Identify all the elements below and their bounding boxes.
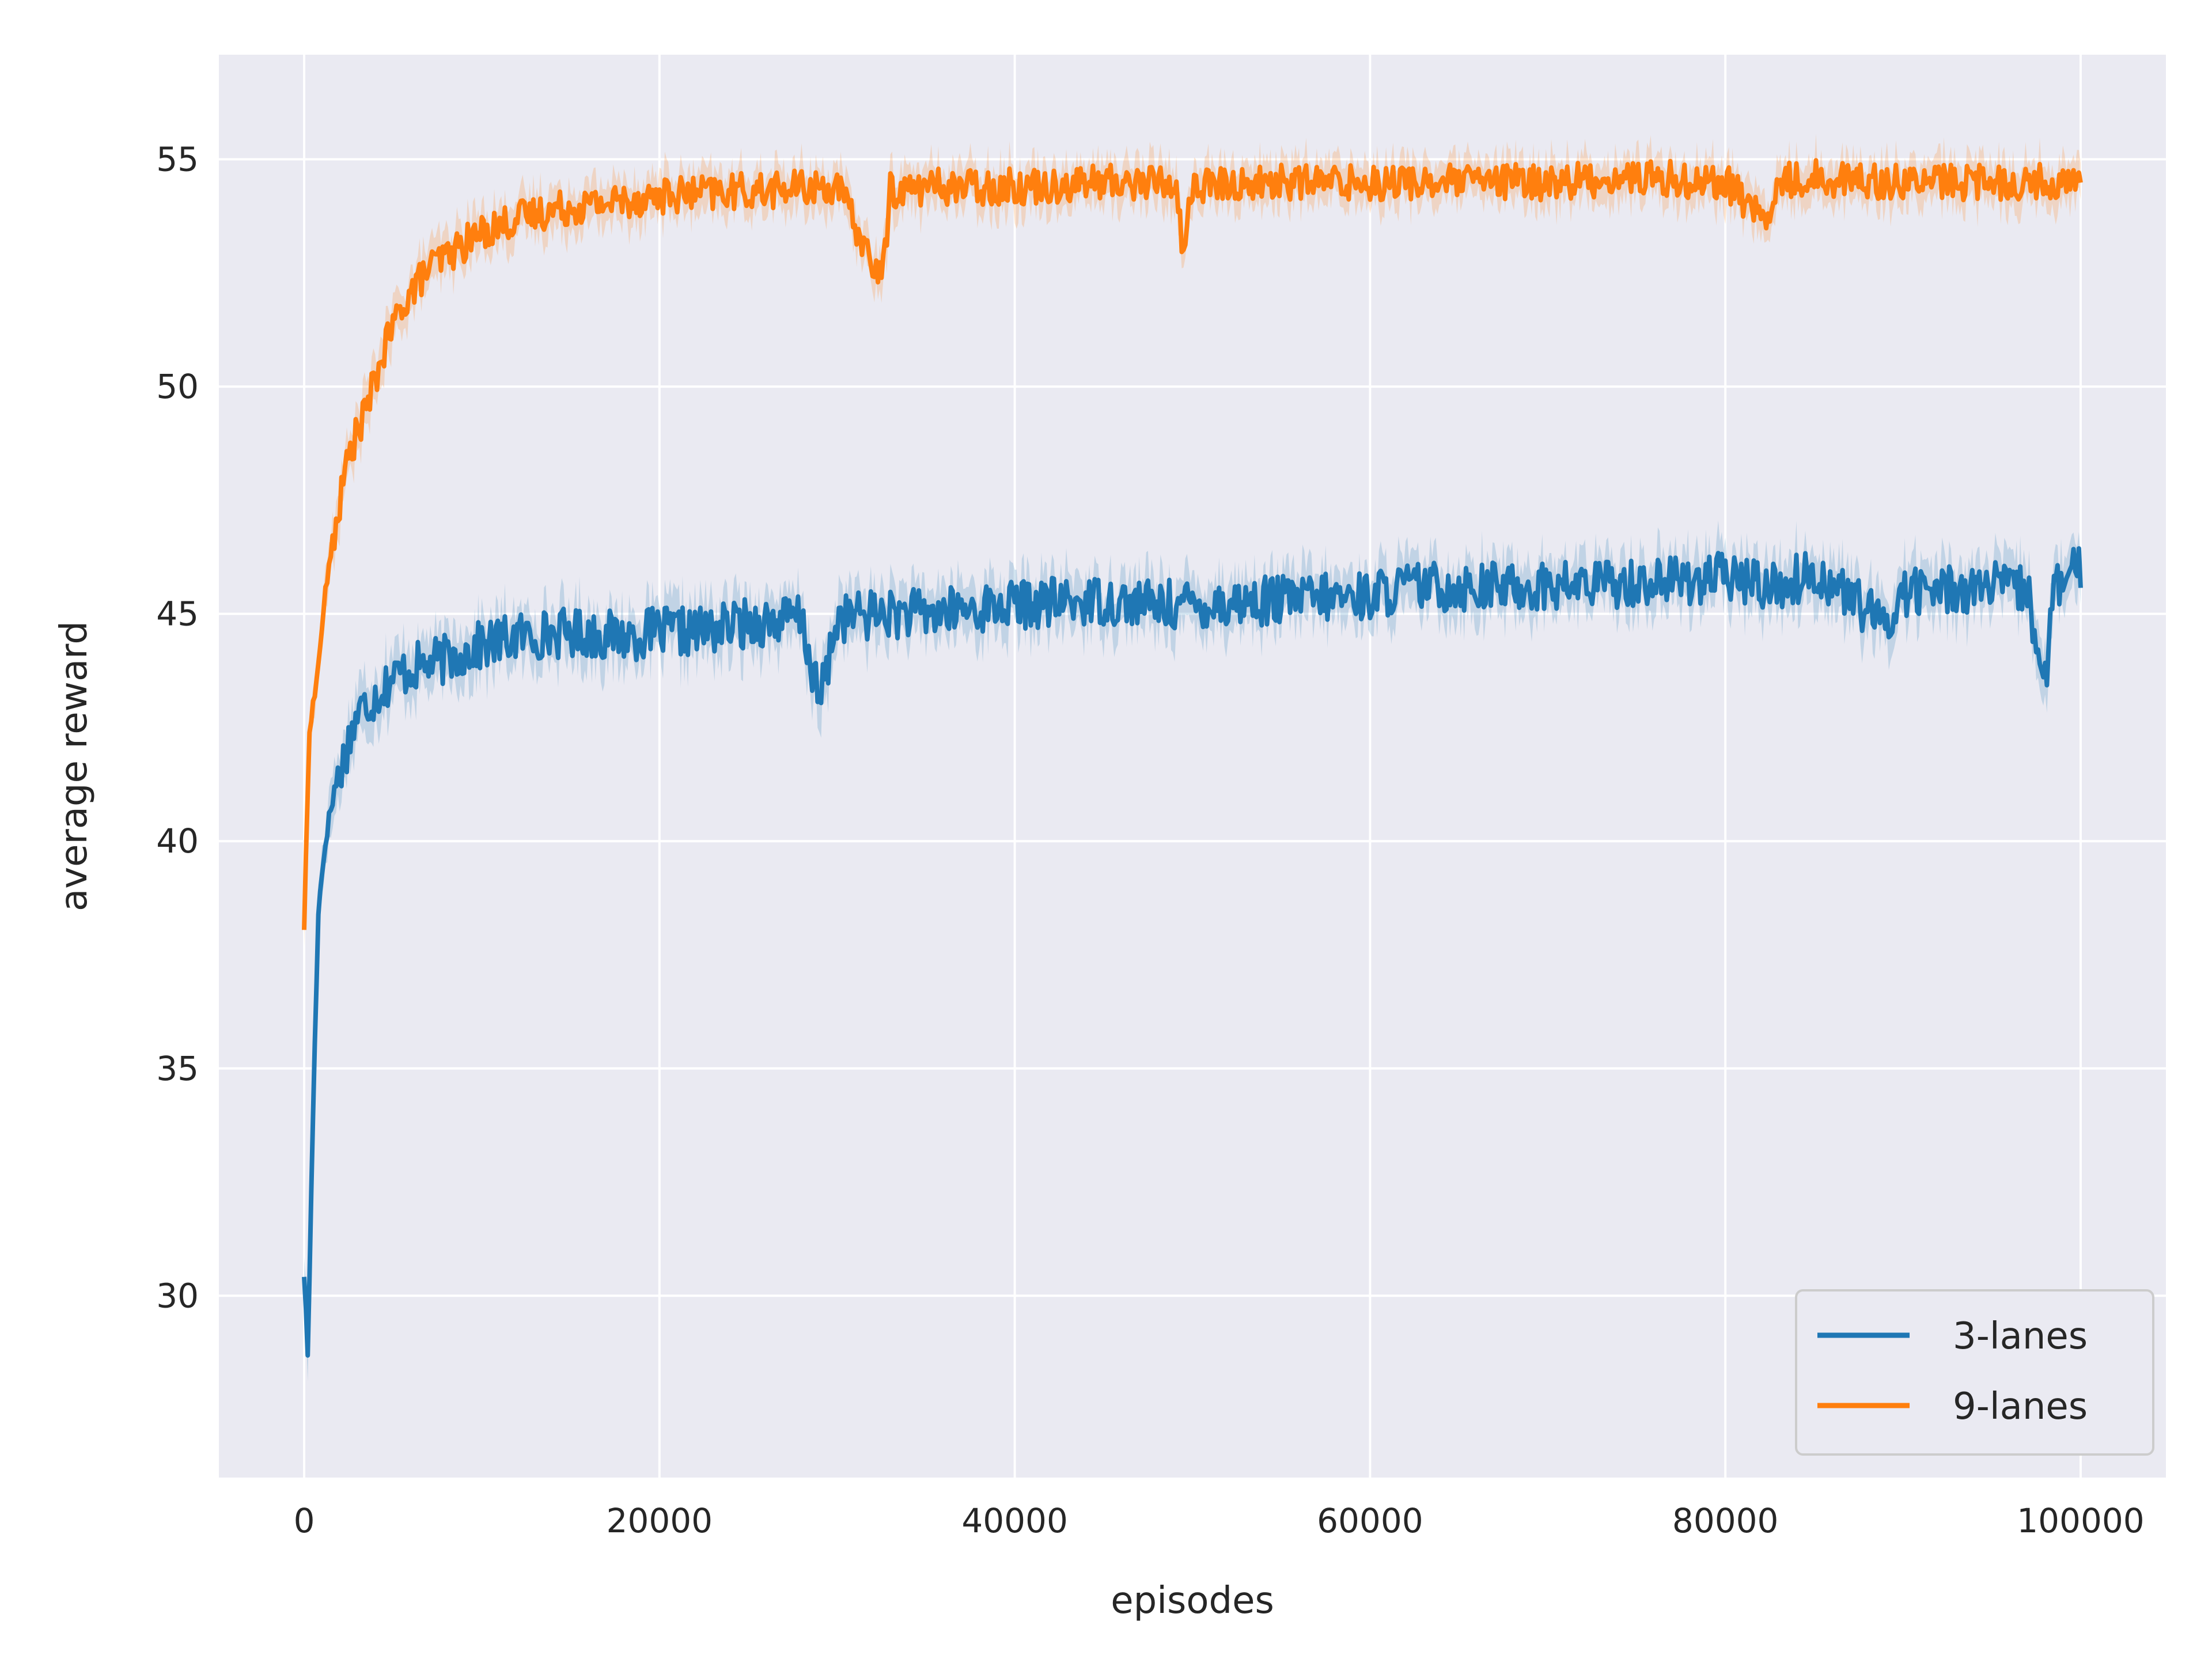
grid-lines — [219, 55, 2166, 1478]
y-axis-label: average reward — [53, 621, 96, 911]
y-tick-label: 30 — [156, 1276, 199, 1315]
x-axis-label: episodes — [1111, 1580, 1274, 1622]
legend-label-3-lanes: 3-lanes — [1953, 1315, 2088, 1358]
series-line-3-lanes — [302, 546, 2083, 1358]
y-tick-label: 35 — [156, 1049, 199, 1088]
y-tick-label: 50 — [156, 367, 199, 406]
series-line-9-lanes — [302, 158, 2083, 930]
x-tick-label: 100000 — [2017, 1501, 2144, 1540]
y-tick-labels: 30 35 40 45 50 55 — [156, 140, 199, 1316]
legend-label-9-lanes: 9-lanes — [1953, 1385, 2088, 1428]
x-tick-label: 0 — [294, 1501, 315, 1540]
legend: 3-lanes 9-lanes — [1795, 1289, 2154, 1456]
band-3-lanes — [304, 520, 2081, 1382]
x-tick-labels: 0 20000 40000 60000 80000 100000 — [294, 1501, 2145, 1540]
legend-box — [1795, 1289, 2154, 1456]
x-tick-label: 20000 — [607, 1501, 713, 1540]
y-tick-label: 40 — [156, 821, 199, 861]
x-tick-label: 80000 — [1672, 1501, 1779, 1540]
series-lines — [302, 158, 2083, 1358]
y-tick-label: 45 — [156, 594, 199, 634]
x-tick-label: 40000 — [961, 1501, 1068, 1540]
x-tick-label: 60000 — [1317, 1501, 1423, 1540]
plot-background — [219, 55, 2166, 1478]
y-tick-label: 55 — [156, 140, 199, 179]
